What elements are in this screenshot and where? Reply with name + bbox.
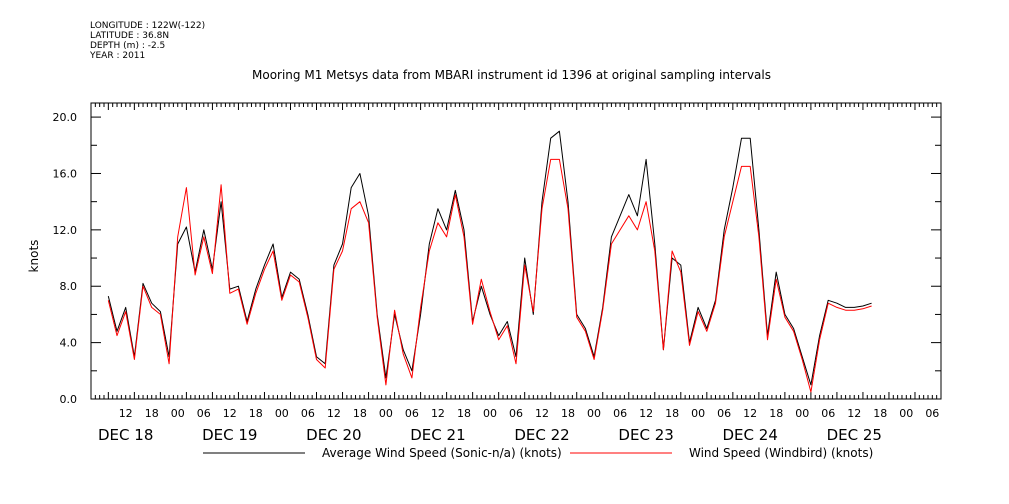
x-hour-label: 00 <box>899 407 913 420</box>
x-hour-label: 00 <box>691 407 705 420</box>
x-hour-label: 12 <box>327 407 341 420</box>
x-hour-label: 12 <box>535 407 549 420</box>
series-line-windbird <box>107 158 872 393</box>
y-tick-label: 8.0 <box>60 280 78 293</box>
series-line-sonic <box>107 130 872 386</box>
x-day-label: DEC 20 <box>306 426 361 444</box>
x-hour-label: 00 <box>483 407 497 420</box>
y-axis-label: knots <box>27 240 41 273</box>
x-day-label: DEC 24 <box>723 426 778 444</box>
x-hour-label: 18 <box>561 407 575 420</box>
x-hour-label: 00 <box>795 407 809 420</box>
x-hour-label: 06 <box>925 407 939 420</box>
x-day-label: DEC 25 <box>827 426 882 444</box>
x-day-label: DEC 18 <box>98 426 153 444</box>
x-hour-label: 00 <box>379 407 393 420</box>
x-day-label: DEC 23 <box>618 426 673 444</box>
x-hour-label: 18 <box>145 407 159 420</box>
y-tick-label: 16.0 <box>53 167 78 180</box>
x-hour-label: 18 <box>873 407 887 420</box>
x-hour-label: 06 <box>717 407 731 420</box>
x-hour-label: 06 <box>821 407 835 420</box>
x-hour-label: 12 <box>639 407 653 420</box>
x-hour-label: 18 <box>769 407 783 420</box>
x-hour-label: 00 <box>171 407 185 420</box>
y-tick-label: 0.0 <box>60 393 78 406</box>
x-hour-label: 12 <box>119 407 133 420</box>
latitude-label: LATITUDE : 36.8N <box>90 31 170 41</box>
ticks-layer <box>90 103 942 400</box>
series-layer <box>107 130 872 393</box>
x-day-label: DEC 21 <box>410 426 465 444</box>
labels-layer: 0.0 4.0 8.0 12.0 16.0 20.0 12 18 00 06 12 18 00 06 12 1… <box>53 111 940 444</box>
x-hour-label: 06 <box>197 407 211 420</box>
x-hour-label: 06 <box>301 407 315 420</box>
x-hour-label: 18 <box>249 407 263 420</box>
x-day-label: DEC 22 <box>514 426 569 444</box>
y-tick-label: 20.0 <box>53 111 78 124</box>
x-hour-label: 12 <box>223 407 237 420</box>
x-day-label: DEC 19 <box>202 426 257 444</box>
year-label: YEAR : 2011 <box>90 51 146 61</box>
depth-label: DEPTH (m) : -2.5 <box>90 41 166 51</box>
x-hour-label: 00 <box>587 407 601 420</box>
chart-title: Mooring M1 Metsys data from MBARI instru… <box>252 68 771 82</box>
x-hour-label: 06 <box>509 407 523 420</box>
x-hour-label: 18 <box>457 407 471 420</box>
x-hour-label: 18 <box>665 407 679 420</box>
x-hour-label: 12 <box>431 407 445 420</box>
legend-label-sonic: Average Wind Speed (Sonic-n/a) (knots) <box>322 446 562 460</box>
x-hour-label: 00 <box>275 407 289 420</box>
longitude-label: LONGITUDE : 122W(-122) <box>90 21 206 31</box>
legend: Average Wind Speed (Sonic-n/a) (knots) W… <box>203 446 873 460</box>
x-hour-label: 18 <box>353 407 367 420</box>
x-hour-label: 12 <box>847 407 861 420</box>
y-tick-label: 12.0 <box>53 224 78 237</box>
y-tick-label: 4.0 <box>60 337 78 350</box>
x-hour-label: 12 <box>743 407 757 420</box>
legend-label-windbird: Wind Speed (Windbird) (knots) <box>689 446 873 460</box>
x-hour-label: 06 <box>405 407 419 420</box>
x-hour-label: 06 <box>613 407 627 420</box>
